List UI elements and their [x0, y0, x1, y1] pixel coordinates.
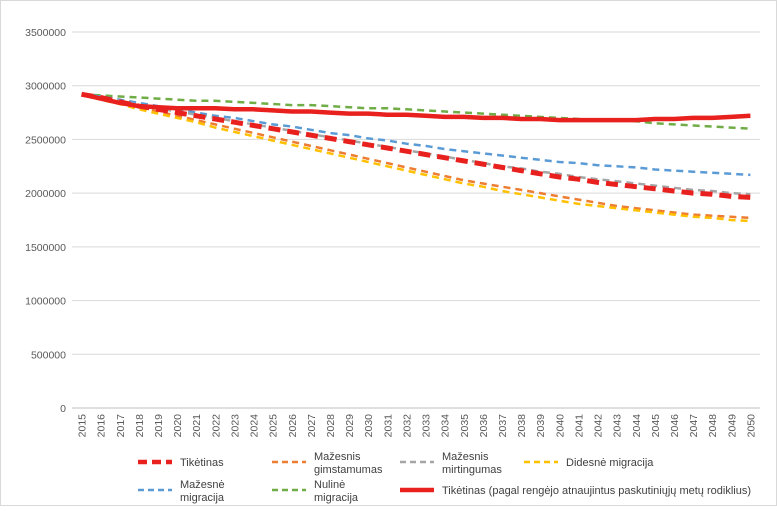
x-tick-label: 2041 — [573, 414, 585, 438]
x-tick-label: 2044 — [631, 414, 643, 438]
legend-label-4: Didesnė migracija — [566, 457, 654, 469]
x-axis: 2015 2016 2017 2018 2019 2020 2021 2022 2023 2024… — [72, 407, 760, 438]
x-tick-label: 2022 — [210, 414, 222, 438]
y-axis: 3500000 3000000 2500000 2000000 1500000 10000… — [25, 27, 66, 415]
x-tick-label: 2015 — [77, 414, 89, 438]
y-tick-label: 3500000 — [25, 27, 66, 39]
x-tick-label: 2024 — [249, 414, 261, 438]
legend: Tikėtinas Mažesnis gimstamumas Mažesnis mirt… — [138, 451, 751, 504]
x-tick-label: 2031 — [382, 414, 394, 438]
grid-layer — [72, 31, 760, 409]
y-tick-label: 1500000 — [25, 242, 66, 254]
series-line-5 — [81, 93, 751, 177]
x-tick-label: 2050 — [745, 414, 757, 438]
x-tick-label: 2023 — [229, 414, 241, 438]
y-tick-label: 0 — [60, 403, 66, 415]
legend-label-3: Mažesnis mirtingumas — [442, 451, 502, 476]
x-tick-label: 2047 — [688, 414, 700, 438]
x-tick-label: 2021 — [191, 414, 203, 438]
x-tick-label: 2026 — [287, 414, 299, 438]
x-tick-label: 2030 — [363, 414, 375, 438]
x-tick-label: 2042 — [593, 414, 605, 438]
x-tick-label: 2043 — [612, 414, 624, 438]
legend-label-1: Tikėtinas — [180, 457, 224, 469]
x-tick-label: 2046 — [669, 414, 681, 438]
x-tick-label: 2025 — [268, 414, 280, 438]
x-tick-label: 2038 — [516, 414, 528, 438]
legend-label-2: Mažesnis gimstamumas — [314, 451, 383, 476]
y-tick-label: 2500000 — [25, 134, 66, 146]
series-line-2 — [81, 93, 751, 220]
y-tick-label: 3000000 — [25, 81, 66, 93]
x-tick-label: 2048 — [707, 414, 719, 438]
series-line-7 — [81, 92, 751, 123]
x-tick-label: 2016 — [96, 414, 108, 438]
x-tick-label: 2018 — [134, 414, 146, 438]
x-tick-label: 2032 — [401, 414, 413, 438]
series-line-4 — [81, 93, 751, 223]
x-tick-label: 2017 — [115, 414, 127, 438]
series-layer — [81, 91, 751, 223]
y-tick-label: 2000000 — [25, 188, 66, 200]
x-tick-label: 2035 — [459, 414, 471, 438]
x-tick-label: 2028 — [325, 414, 337, 438]
x-tick-label: 2049 — [726, 414, 738, 438]
y-tick-label: 500000 — [31, 349, 66, 361]
x-tick-label: 2034 — [440, 414, 452, 438]
x-tick-label: 2040 — [554, 414, 566, 438]
x-tick-label: 2029 — [344, 414, 356, 438]
x-tick-label: 2045 — [650, 414, 662, 438]
legend-label-7: Tikėtinas (pagal rengėjo atnaujintus pas… — [442, 485, 751, 497]
legend-label-5: Mažesnė migracija — [180, 479, 225, 504]
x-tick-label: 2033 — [421, 414, 433, 438]
x-tick-label: 2036 — [478, 414, 490, 438]
series-line-3 — [81, 93, 751, 196]
x-tick-label: 2020 — [172, 414, 184, 438]
x-tick-label: 2019 — [153, 414, 165, 438]
x-tick-label: 2039 — [535, 414, 547, 438]
x-tick-label: 2037 — [497, 414, 509, 438]
y-tick-label: 1000000 — [25, 296, 66, 308]
legend-label-6: Nulinė migracija — [314, 479, 359, 504]
x-tick-label: 2027 — [306, 414, 318, 438]
